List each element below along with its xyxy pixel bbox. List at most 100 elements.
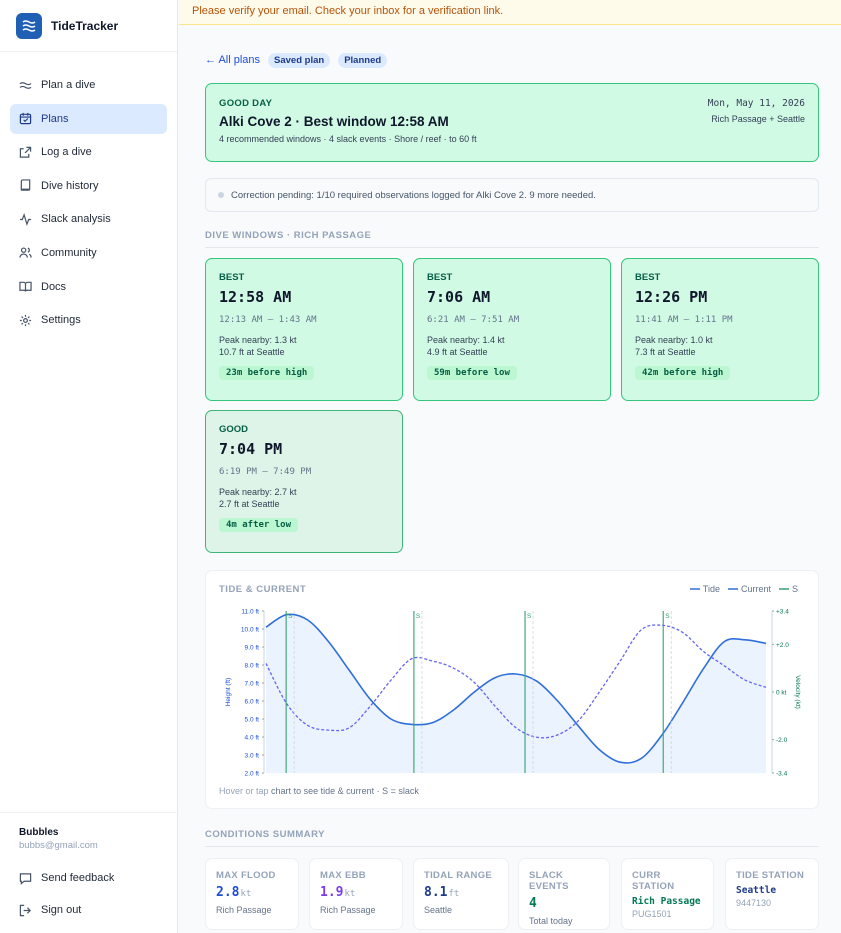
- stat-unit: ft: [448, 889, 460, 899]
- window-time: 7:06 AM: [427, 288, 491, 306]
- user-name: Bubbles: [19, 827, 59, 838]
- user-email: bubbs@gmail.com: [19, 840, 98, 851]
- stat-label: CURR STATION: [632, 870, 675, 892]
- dive-window-card[interactable]: BEST 12:58 AM 12:13 AM – 1:43 AM Peak ne…: [205, 258, 403, 401]
- calendar-icon: [19, 113, 32, 125]
- window-peak: Peak nearby: 1.3 kt: [219, 335, 297, 345]
- dive-window-card[interactable]: GOOD 7:04 PM 6:19 PM – 7:49 PM Peak near…: [205, 410, 403, 553]
- stat-unit: kt: [240, 889, 252, 899]
- station-code: 9447130: [736, 898, 772, 908]
- chart-hint-light: Hover or tap: [219, 786, 269, 796]
- stat-sub: Rich Passage: [216, 905, 272, 915]
- window-tide-tag: 23m before high: [219, 366, 315, 380]
- stat-value: Rich Passage: [632, 896, 701, 907]
- stat-value: 8.1ft: [424, 885, 498, 900]
- stat-sub: Total today: [529, 916, 573, 926]
- y2-axis-title: Velocity (kt): [794, 675, 801, 709]
- current-line: [265, 624, 767, 739]
- window-range: 12:13 AM – 1:43 AM: [219, 315, 317, 325]
- nav-label: Settings: [41, 314, 81, 327]
- y2-tick-label: +3.4: [776, 609, 789, 616]
- tide-current-chart-card[interactable]: TIDE & CURRENT Tide Current S 11.0 ft 10.…: [205, 570, 819, 809]
- y-tick-label: 9.0 ft: [245, 645, 260, 652]
- sidebar-footer: Bubbles bubbs@gmail.com Send feedback Si…: [0, 812, 178, 933]
- window-range: 6:21 AM – 7:51 AM: [427, 315, 520, 325]
- nav-label: Docs: [41, 280, 67, 293]
- dive-window-card[interactable]: BEST 12:26 PM 11:41 AM – 1:11 PM Peak ne…: [621, 258, 819, 401]
- window-range: 11:41 AM – 1:11 PM: [635, 315, 733, 325]
- window-peak: Peak nearby: 1.0 kt: [635, 335, 713, 345]
- window-peak: Peak nearby: 1.4 kt: [427, 335, 505, 345]
- breadcrumb: ← All plans Saved plan Planned: [205, 52, 819, 68]
- y2-tick-label: -3.4: [776, 771, 788, 778]
- nav-item-settings[interactable]: Settings: [10, 305, 167, 335]
- nav-label: Log a dive: [41, 146, 92, 159]
- plan-date: Mon, May 11, 2026: [707, 98, 805, 109]
- y-axis-title: Height (ft): [225, 678, 232, 707]
- legend-current-label: Current: [740, 584, 771, 594]
- y-tick-label: 2.0 ft: [245, 771, 260, 778]
- stat-value: 2.8kt: [216, 885, 288, 900]
- nav-item-plans[interactable]: Plans: [10, 103, 167, 134]
- chart-title: TIDE & CURRENT: [219, 584, 307, 595]
- y2-tick-label: +2.0: [776, 642, 789, 649]
- stat-label: SLACK EVENTS: [529, 870, 569, 892]
- legend-tide-label: Tide: [702, 584, 720, 594]
- nav-item-docs[interactable]: Docs: [10, 272, 167, 302]
- dive-window-card[interactable]: BEST 7:06 AM 6:21 AM – 7:51 AM Peak near…: [413, 258, 611, 401]
- stat-value: 1.9kt: [320, 885, 392, 900]
- y2-tick-label: -2.0: [776, 737, 788, 744]
- gear-icon: [19, 314, 32, 326]
- slack-label: S: [416, 613, 421, 620]
- nav-item-plan-a-dive[interactable]: Plan a dive: [10, 70, 167, 100]
- sign-out-icon: [19, 904, 31, 916]
- stat-label: TIDAL RANGE: [424, 870, 493, 881]
- nav-item-log-a-dive[interactable]: Log a dive: [10, 137, 167, 167]
- waves-icon: [19, 81, 32, 89]
- nav-item-dive-history[interactable]: Dive history: [10, 171, 167, 201]
- correction-notice-text: Correction pending: 1/10 required observ…: [231, 189, 596, 201]
- nav-item-community[interactable]: Community: [10, 238, 167, 268]
- chart-hint-rest: to see tide & current · S = slack: [293, 786, 419, 796]
- slack-events-stat: SLACK EVENTS 4 Total today: [518, 858, 610, 930]
- all-plans-link[interactable]: ← All plans: [205, 54, 261, 66]
- y-tick-label: 10.0 ft: [241, 627, 259, 634]
- slack-label: S: [665, 613, 670, 620]
- nav-label: Community: [41, 246, 97, 259]
- nav-item-slack-analysis[interactable]: Slack analysis: [10, 204, 167, 234]
- window-rating: BEST: [219, 272, 245, 283]
- open-book-icon: [19, 281, 32, 292]
- window-time: 12:26 PM: [635, 288, 708, 306]
- external-link-icon: [19, 146, 32, 158]
- tide-current-chart[interactable]: 11.0 ft 10.0 ft 9.0 ft 8.0 ft 7.0 ft 6.0 ft 5.…: [206, 601, 820, 801]
- y-tick-label: 4.0 ft: [245, 735, 260, 742]
- nav-label: Plan a dive: [41, 79, 96, 91]
- station-code: PUG1501: [632, 909, 672, 919]
- window-time: 7:04 PM: [219, 440, 283, 458]
- window-time: 12:58 AM: [219, 288, 292, 306]
- waves-logo-icon: [16, 12, 42, 39]
- tide-area: [266, 614, 766, 773]
- tide-line: [265, 613, 767, 764]
- stat-sub: Seattle: [424, 905, 453, 915]
- send-feedback-label: Send feedback: [41, 872, 115, 884]
- slack-label: S: [288, 613, 293, 620]
- legend-slack: S: [778, 584, 798, 594]
- window-height: 7.3 ft at Seattle: [635, 347, 696, 357]
- status-dot-icon: [218, 192, 224, 198]
- window-height: 2.7 ft at Seattle: [219, 499, 280, 509]
- legend-tide: Tide: [689, 584, 720, 594]
- verify-email-banner: Please verify your email. Check your inb…: [179, 0, 841, 25]
- correction-notice: Correction pending: 1/10 required observ…: [205, 178, 819, 212]
- tide-station-stat: TIDE STATION Seattle 9447130: [725, 858, 819, 930]
- main-nav: Plan a dive Plans Log a dive Dive histor…: [0, 52, 177, 335]
- stat-value: Seattle: [736, 885, 777, 896]
- window-height: 10.7 ft at Seattle: [219, 347, 285, 357]
- legend-current: Current: [727, 584, 771, 594]
- window-rating: BEST: [635, 272, 661, 283]
- stat-label: MAX FLOOD: [216, 870, 276, 881]
- stat-sub: Rich Passage: [320, 905, 376, 915]
- brand[interactable]: TideTracker: [0, 0, 177, 52]
- sign-out-button[interactable]: Sign out: [10, 895, 168, 925]
- send-feedback-button[interactable]: Send feedback: [10, 863, 168, 893]
